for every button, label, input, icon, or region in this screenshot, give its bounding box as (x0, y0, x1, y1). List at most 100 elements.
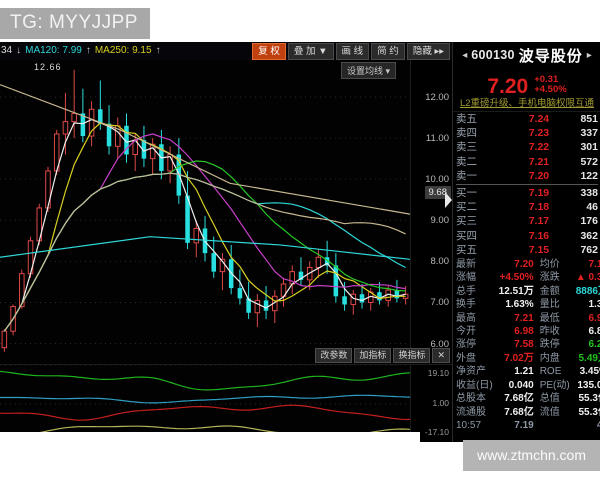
terminal-window: 34 ↓ MA120: 7.99 ↑ MA250: 9.15 ↑ 复 权 叠 加 ▼ 画 … (0, 42, 600, 443)
stat-label: ROE (539, 366, 562, 378)
stat-label: 金额 (539, 285, 560, 297)
order-book-volume: 851 (580, 113, 598, 125)
candlestick-plot[interactable] (0, 60, 410, 360)
simple-view-button[interactable]: 简 约 (371, 43, 405, 60)
order-book-price: 7.15 (528, 243, 550, 256)
set-ma-button[interactable]: 设置均线 ▾ (340, 62, 396, 79)
ma-legend-truncated: 34 (1, 45, 13, 56)
stats-row: 涨幅 +4.50% 涨跌 ▲ 0.31 (453, 271, 600, 284)
quote-price-row: 7.20 +0.31 +4.50% (453, 66, 600, 98)
order-book-row: 买一 7.19 338 (453, 186, 600, 200)
stat-label: 总值 (539, 393, 560, 405)
order-book-level: 买二 (456, 201, 477, 214)
chart-region[interactable]: 34 ↓ MA120: 7.99 ↑ MA250: 9.15 ↑ 复 权 叠 加 ▼ 画 … (0, 42, 453, 443)
stat-label: 跌停 (539, 339, 560, 351)
stats-row: 净资产 1.21 ROE 3.45% (453, 365, 600, 378)
stat-value: 7.10 (588, 259, 600, 271)
stat-label: 总股本 (456, 393, 486, 405)
stat-value: 55.3亿 (578, 406, 600, 418)
tick-spacer (537, 419, 573, 432)
last-tick-row: 10:57 7.19 46 (453, 419, 600, 432)
tg-overlay-tag: TG: MYYJJPP (0, 8, 150, 39)
order-book-level: 卖一 (456, 169, 477, 182)
hide-panel-button[interactable]: 隐藏 ▸▸ (406, 43, 450, 60)
stat-value: 7.02万 (504, 352, 534, 364)
stat-label: 内盘 (539, 352, 560, 364)
stat-value: +4.50% (499, 272, 534, 284)
order-book-volume: 122 (580, 169, 598, 182)
stat-value: 55.3亿 (578, 393, 600, 405)
stats-row: 今开 6.98 昨收 6.89 (453, 325, 600, 338)
ma120-arrow: ↑ (85, 45, 91, 56)
indicator-toolbar[interactable]: 改参数 加指标 换指标 ✕ (315, 348, 450, 363)
stock-name: 波导股份 (518, 47, 583, 65)
order-book-level: 买五 (456, 243, 477, 256)
order-book-price: 7.19 (528, 187, 550, 200)
price-tick: 7.00 (430, 297, 450, 309)
last-price: 7.20 (487, 75, 529, 98)
stats-row: 最高 7.21 最低 6.90 (453, 312, 600, 325)
stat-value: 5.49万 (578, 352, 600, 364)
stats-row: 最新 7.20 均价 7.10 (453, 258, 600, 271)
close-indicator-button[interactable]: ✕ (432, 348, 450, 363)
price-tick: 6.00 (430, 338, 450, 350)
stat-label: PE(动) (539, 379, 570, 391)
order-book-price: 7.20 (528, 169, 550, 182)
stat-label: 外盘 (456, 352, 476, 364)
price-tick: 11.00 (425, 133, 449, 145)
stat-label: 总手 (456, 285, 476, 297)
stat-value: 7.68亿 (504, 406, 534, 418)
overlay-button[interactable]: 叠 加 ▼ (287, 43, 334, 60)
order-book-table: 卖五 7.24 851 卖四 7.23 337 卖三 7.22 301 卖二 7.21 572 卖一 7.… (453, 112, 600, 183)
add-indicator-button[interactable]: 加指标 (354, 348, 392, 363)
next-stock-icon[interactable]: ▸ (586, 49, 592, 61)
stock-code: 600130 (471, 48, 515, 62)
prev-stock-icon[interactable]: ◂ (462, 49, 468, 61)
switch-indicator-button[interactable]: 换指标 (393, 348, 431, 363)
chart-toolbar[interactable]: 复 权 叠 加 ▼ 画 线 简 约 隐藏 ▸▸ (252, 43, 450, 60)
drawline-button[interactable]: 画 线 (335, 43, 370, 60)
quote-header: ◂ 600130 波导股份 ▸ (453, 42, 600, 66)
price-tick: 8.00 (430, 256, 450, 268)
stat-label: 涨停 (456, 339, 476, 351)
order-book-level: 买一 (456, 187, 477, 200)
indicator-axis: 19.10 1.00 -17.10 (410, 364, 453, 443)
change-percent: +4.50% (534, 84, 567, 95)
order-book-row: 卖二 7.21 572 (453, 155, 600, 169)
stat-label: 流值 (539, 406, 560, 418)
stat-value: 1.31 (588, 299, 600, 311)
order-book-level: 买四 (456, 229, 477, 242)
stat-value: 0.040 (508, 379, 534, 391)
left-white-strip (0, 432, 420, 442)
stat-value: 12.51万 (498, 285, 534, 297)
stat-value: 6.89 (588, 326, 600, 338)
order-book-price: 7.16 (528, 229, 550, 242)
price-axis: 12.00 11.00 10.00 9.00 8.00 7.00 6.00 9.68 (410, 60, 453, 360)
stat-value: 8886万 (575, 285, 600, 297)
stats-row: 换手 1.63% 量比 1.31 (453, 298, 600, 311)
ma250-arrow: ↑ (155, 45, 161, 56)
order-book-bids-table: 买一 7.19 338 买二 7.18 46 买三 7.17 176 买四 7.16 362 买五 7.1… (453, 186, 600, 257)
order-book-volume: 338 (580, 187, 598, 200)
order-book-level: 卖二 (456, 155, 477, 168)
stat-label: 昨收 (539, 326, 560, 338)
order-book-volume: 762 (580, 243, 598, 256)
stat-value: 1.63% (505, 299, 534, 311)
price-tick: 10.00 (425, 174, 449, 186)
stat-value: 7.58 (514, 339, 534, 351)
stat-label: 收益(日) (456, 379, 493, 391)
order-book-level: 卖五 (456, 113, 477, 125)
price-change-group: +0.31 +4.50% (534, 75, 567, 97)
fuquan-button[interactable]: 复 权 (252, 43, 286, 60)
price-tick: 9.00 (430, 215, 450, 227)
stat-value: ▲ 0.31 (575, 272, 600, 284)
chart-expand-arrow-icon[interactable] (445, 192, 452, 208)
order-book-price: 7.21 (528, 155, 550, 168)
change-params-button[interactable]: 改参数 (315, 348, 353, 363)
stats-row: 涨停 7.58 跌停 6.20 (453, 338, 600, 351)
l2-promo-banner[interactable]: L2重磅升级、手机电脑权限互通 (453, 97, 600, 112)
current-price-marker: 9.68 (424, 186, 451, 200)
quote-panel: ◂ 600130 波导股份 ▸ 7.20 +0.31 +4.50% L2重磅升级… (452, 42, 600, 442)
